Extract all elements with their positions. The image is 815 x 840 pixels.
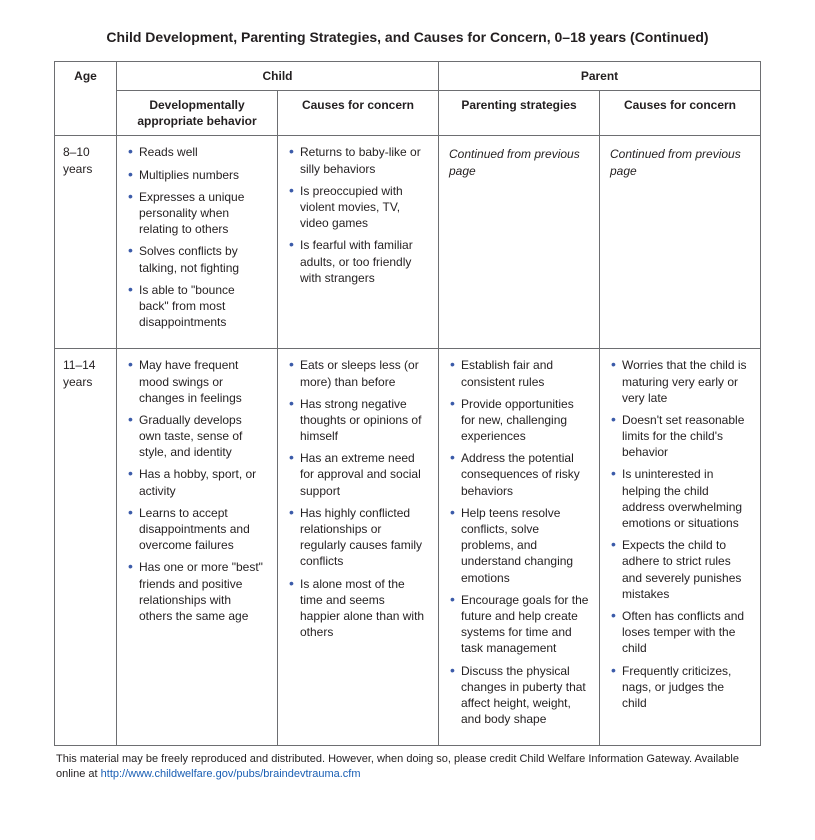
parent-strategy-cell: Continued from previous page xyxy=(439,136,600,349)
list-item: Is preoccupied with violent movies, TV, … xyxy=(300,183,428,238)
list-item: Address the potential consequences of ri… xyxy=(461,450,589,505)
list-item: Multiplies numbers xyxy=(139,167,267,189)
continued-note: Continued from previous page xyxy=(606,144,754,178)
parent-concern-cell: Worries that the child is maturing very … xyxy=(600,349,761,746)
list-item: Gradually develops own taste, sense of s… xyxy=(139,412,267,467)
list-item: Is able to "bounce back" from most disap… xyxy=(139,282,267,337)
list-item: Provide opportunities for new, challengi… xyxy=(461,396,589,451)
list-item: Eats or sleeps less (or more) than befor… xyxy=(300,357,428,395)
dev-cell: Reads well Multiplies numbers Expresses … xyxy=(117,136,278,349)
age-cell: 11–14 years xyxy=(55,349,117,746)
parent-strategy-cell: Establish fair and consistent rules Prov… xyxy=(439,349,600,746)
table-row: 8–10 years Reads well Multiplies numbers… xyxy=(55,136,761,349)
list-item: Discuss the physical changes in puberty … xyxy=(461,663,589,734)
list-item: Is uninterested in helping the child add… xyxy=(622,466,750,537)
col-group-parent: Parent xyxy=(439,61,761,90)
col-group-child: Child xyxy=(117,61,439,90)
list-item: Help teens resolve conflicts, solve prob… xyxy=(461,505,589,592)
footnote-link[interactable]: http://www.childwelfare.gov/pubs/brainde… xyxy=(101,768,361,780)
list-item: Has strong negative thoughts or opinions… xyxy=(300,396,428,451)
list-item: Returns to baby-like or silly behaviors xyxy=(300,144,428,182)
col-dev-header: Developmentally appropriate behavior xyxy=(117,91,278,136)
table-header-sub-row: Developmentally appropriate behavior Cau… xyxy=(55,91,761,136)
col-parent-strategy-header: Parenting strategies xyxy=(439,91,600,136)
list-item: Has an extreme need for approval and soc… xyxy=(300,450,428,505)
list-item: Often has conflicts and loses temper wit… xyxy=(622,608,750,663)
parent-concern-cell: Continued from previous page xyxy=(600,136,761,349)
list-item: Establish fair and consistent rules xyxy=(461,357,589,395)
list-item: Expresses a unique personality when rela… xyxy=(139,189,267,244)
list-item: Is fearful with familiar adults, or too … xyxy=(300,237,428,292)
list-item: Has one or more "best" friends and posit… xyxy=(139,559,267,630)
col-child-concern-header: Causes for concern xyxy=(278,91,439,136)
age-cell: 8–10 years xyxy=(55,136,117,349)
list-item: May have frequent mood swings or changes… xyxy=(139,357,267,412)
footnote: This material may be freely reproduced a… xyxy=(54,752,761,782)
development-table: Age Child Parent Developmentally appropr… xyxy=(54,61,761,746)
page-title: Child Development, Parenting Strategies,… xyxy=(54,28,761,47)
continued-note: Continued from previous page xyxy=(445,144,593,178)
list-item: Doesn't set reasonable limits for the ch… xyxy=(622,412,750,467)
list-item: Frequently criticizes, nags, or judges t… xyxy=(622,663,750,718)
list-item: Has a hobby, sport, or activity xyxy=(139,466,267,504)
list-item: Encourage goals for the future and help … xyxy=(461,592,589,663)
table-row: 11–14 years May have frequent mood swing… xyxy=(55,349,761,746)
list-item: Is alone most of the time and seems happ… xyxy=(300,576,428,647)
list-item: Reads well xyxy=(139,144,267,166)
list-item: Expects the child to adhere to strict ru… xyxy=(622,537,750,608)
list-item: Solves conflicts by talking, not fightin… xyxy=(139,243,267,281)
child-concern-cell: Returns to baby-like or silly behaviors … xyxy=(278,136,439,349)
col-parent-concern-header: Causes for concern xyxy=(600,91,761,136)
table-header-group-row: Age Child Parent xyxy=(55,61,761,90)
list-item: Worries that the child is maturing very … xyxy=(622,357,750,412)
list-item: Learns to accept disappointments and ove… xyxy=(139,505,267,560)
list-item: Has highly conflicted relationships or r… xyxy=(300,505,428,576)
child-concern-cell: Eats or sleeps less (or more) than befor… xyxy=(278,349,439,746)
dev-cell: May have frequent mood swings or changes… xyxy=(117,349,278,746)
col-age-header: Age xyxy=(55,61,117,136)
